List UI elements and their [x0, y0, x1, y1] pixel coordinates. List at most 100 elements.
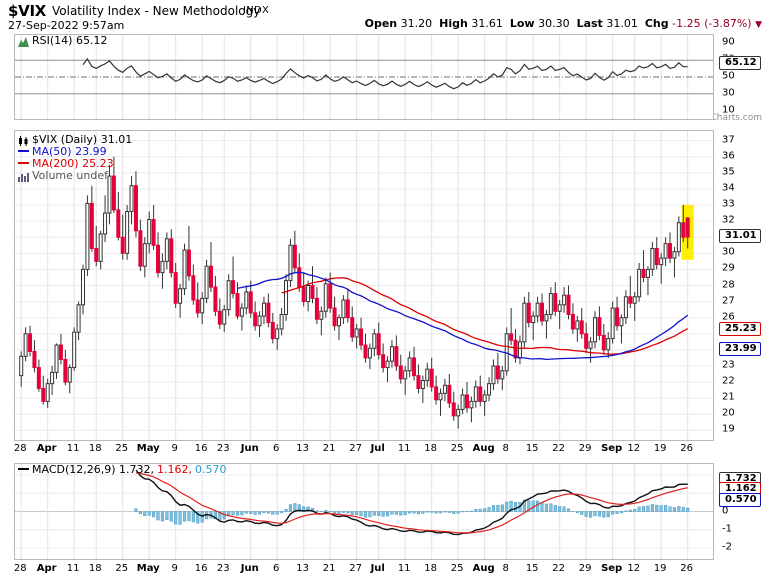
symbol-name: Volatility Index - New Methodology — [52, 4, 261, 18]
x-axis-date-label: 12 — [627, 443, 641, 454]
chg-label: Chg — [644, 17, 669, 30]
x-axis-date-label: 18 — [88, 443, 102, 454]
x-axis-month-label: Jul — [370, 563, 385, 574]
x-axis-date-label: 19 — [653, 443, 667, 454]
x-axis-date-label: 16 — [194, 443, 208, 454]
x-axis-date-label: 9 — [171, 443, 178, 454]
x-axis-date-label: 6 — [273, 443, 280, 454]
y-axis-tick: -1 — [722, 523, 732, 535]
x-axis-date-label: 11 — [66, 443, 80, 454]
macd-panel[interactable] — [14, 463, 714, 560]
ma50-flag[interactable]: 23.99 — [719, 342, 761, 357]
x-axis-date-label: 26 — [680, 563, 694, 574]
x-axis-date-label: 11 — [397, 443, 411, 454]
rsi-panel[interactable] — [14, 34, 714, 120]
y-axis-tick: 34 — [722, 182, 735, 194]
y-axis-tick: 0 — [722, 505, 729, 516]
volume-legend-label: Volume undef — [32, 169, 108, 182]
ma50-legend-label: MA(50) 23.99 — [32, 145, 107, 158]
x-axis-month-label: Sep — [601, 563, 623, 574]
x-axis-date-label: 18 — [424, 563, 438, 574]
y-axis-tick: 26 — [722, 311, 735, 323]
price-x-axis: 28 Apr 11 18 25 May 9 16 23 Jun 6 13 21 27 Jul 11 18 25 Au… — [14, 443, 714, 458]
ma50-line-icon — [18, 150, 29, 152]
open-value: 31.20 — [400, 17, 433, 30]
y-axis-tick: 35 — [722, 166, 735, 178]
macd-legend-label: MACD(12,26,9) 1.732, — [32, 463, 155, 476]
x-axis-date-label: 25 — [450, 563, 464, 574]
x-axis-date-label: 9 — [171, 563, 178, 574]
volume-bars-icon — [18, 172, 29, 182]
x-axis-date-label: 11 — [397, 563, 411, 574]
macd-line-icon — [18, 468, 29, 470]
y-axis-tick: 23 — [722, 359, 735, 371]
low-value: 30.30 — [538, 17, 570, 30]
chg-value: -1.25 (-3.87%) — [672, 17, 752, 30]
x-axis-date-label: 23 — [216, 563, 230, 574]
x-axis-date-label: 25 — [115, 563, 129, 574]
quote-datetime: 27-Sep-2022 9:57am — [8, 19, 125, 32]
y-axis-tick: 36 — [722, 150, 735, 162]
x-axis-month-label: Sep — [601, 443, 623, 454]
rsi-legend-label: RSI(14) 65.12 — [32, 34, 108, 47]
x-axis-month-label: Jun — [240, 563, 259, 574]
last-price-flag[interactable]: 31.01 — [719, 229, 761, 244]
y-axis-tick: 30 — [722, 87, 735, 99]
y-axis-tick: 27 — [722, 295, 735, 307]
down-arrow-icon: ▼ — [755, 20, 762, 30]
x-axis-date-label: 26 — [680, 443, 694, 454]
last-value: 31.01 — [606, 17, 638, 30]
x-axis-month-label: Aug — [472, 443, 495, 454]
rsi-value-flag[interactable]: 65.12 — [719, 56, 761, 71]
symbol-exchange: INDX — [243, 5, 270, 16]
ma200-line-icon — [18, 162, 29, 164]
macd-x-axis: 28 Apr 11 18 25 May 9 16 23 Jun 6 13 21 27 Jul 11 18 25 Au… — [14, 563, 714, 578]
y-axis-tick: 10 — [722, 104, 735, 116]
price-y-axis: 37 36 35 34 33 32 30 29 28 27 26 23 22 21 20 19 31.01 25.… — [718, 130, 768, 441]
x-axis-month-label: Apr — [36, 443, 57, 454]
x-axis-date-label: 27 — [349, 563, 363, 574]
x-axis-date-label: 29 — [578, 563, 592, 574]
open-label: Open — [364, 17, 398, 30]
x-axis-date-label: 18 — [88, 563, 102, 574]
symbol-ticker[interactable]: $VIX — [8, 2, 46, 20]
x-axis-date-label: 13 — [296, 563, 310, 574]
x-axis-month-label: Aug — [472, 563, 495, 574]
x-axis-date-label: 11 — [66, 563, 80, 574]
ma200-flag[interactable]: 25.23 — [719, 322, 761, 337]
x-axis-date-label: 16 — [194, 563, 208, 574]
x-axis-date-label: 6 — [273, 563, 280, 574]
x-axis-month-label: May — [136, 443, 160, 454]
x-axis-date-label: 25 — [450, 443, 464, 454]
price-legend: $VIX (Daily) 31.01 MA(50) 23.99 MA(200) … — [18, 134, 132, 182]
x-axis-date-label: 27 — [349, 443, 363, 454]
candlestick-icon — [18, 136, 29, 146]
x-axis-date-label: 22 — [552, 443, 566, 454]
macd-hist-flag[interactable]: 0.570 — [719, 493, 761, 508]
x-axis-date-label: 13 — [296, 443, 310, 454]
y-axis-tick: 28 — [722, 279, 735, 290]
y-axis-tick: 30 — [722, 246, 735, 258]
macd-signal-value: 1.162, — [157, 463, 193, 476]
y-axis-tick: 32 — [722, 214, 735, 226]
x-axis-date-label: 15 — [525, 563, 539, 574]
y-axis-tick: 21 — [722, 391, 735, 403]
y-axis-tick: 90 — [722, 36, 735, 48]
ma200-legend-label: MA(200) 25.23 — [32, 157, 114, 170]
x-axis-date-label: 8 — [502, 443, 509, 454]
rsi-legend: RSI(14) 65.12 — [18, 35, 107, 47]
quote-bar: Open 31.20 High 31.61 Low 30.30 Last 31.… — [365, 17, 762, 30]
x-axis-date-label: 25 — [115, 443, 129, 454]
high-value: 31.61 — [471, 17, 503, 30]
x-axis-month-label: Apr — [36, 563, 57, 574]
price-panel[interactable] — [14, 130, 714, 441]
mountain-chart-icon — [18, 37, 29, 47]
macd-hist-value: 0.570 — [195, 463, 227, 476]
y-axis-tick: -2 — [722, 541, 732, 553]
x-axis-date-label: 19 — [653, 563, 667, 574]
high-label: High — [439, 17, 468, 30]
y-axis-tick: 50 — [722, 70, 735, 82]
low-label: Low — [509, 17, 535, 30]
stockcharts-watermark: © StockCharts.com — [673, 113, 762, 123]
